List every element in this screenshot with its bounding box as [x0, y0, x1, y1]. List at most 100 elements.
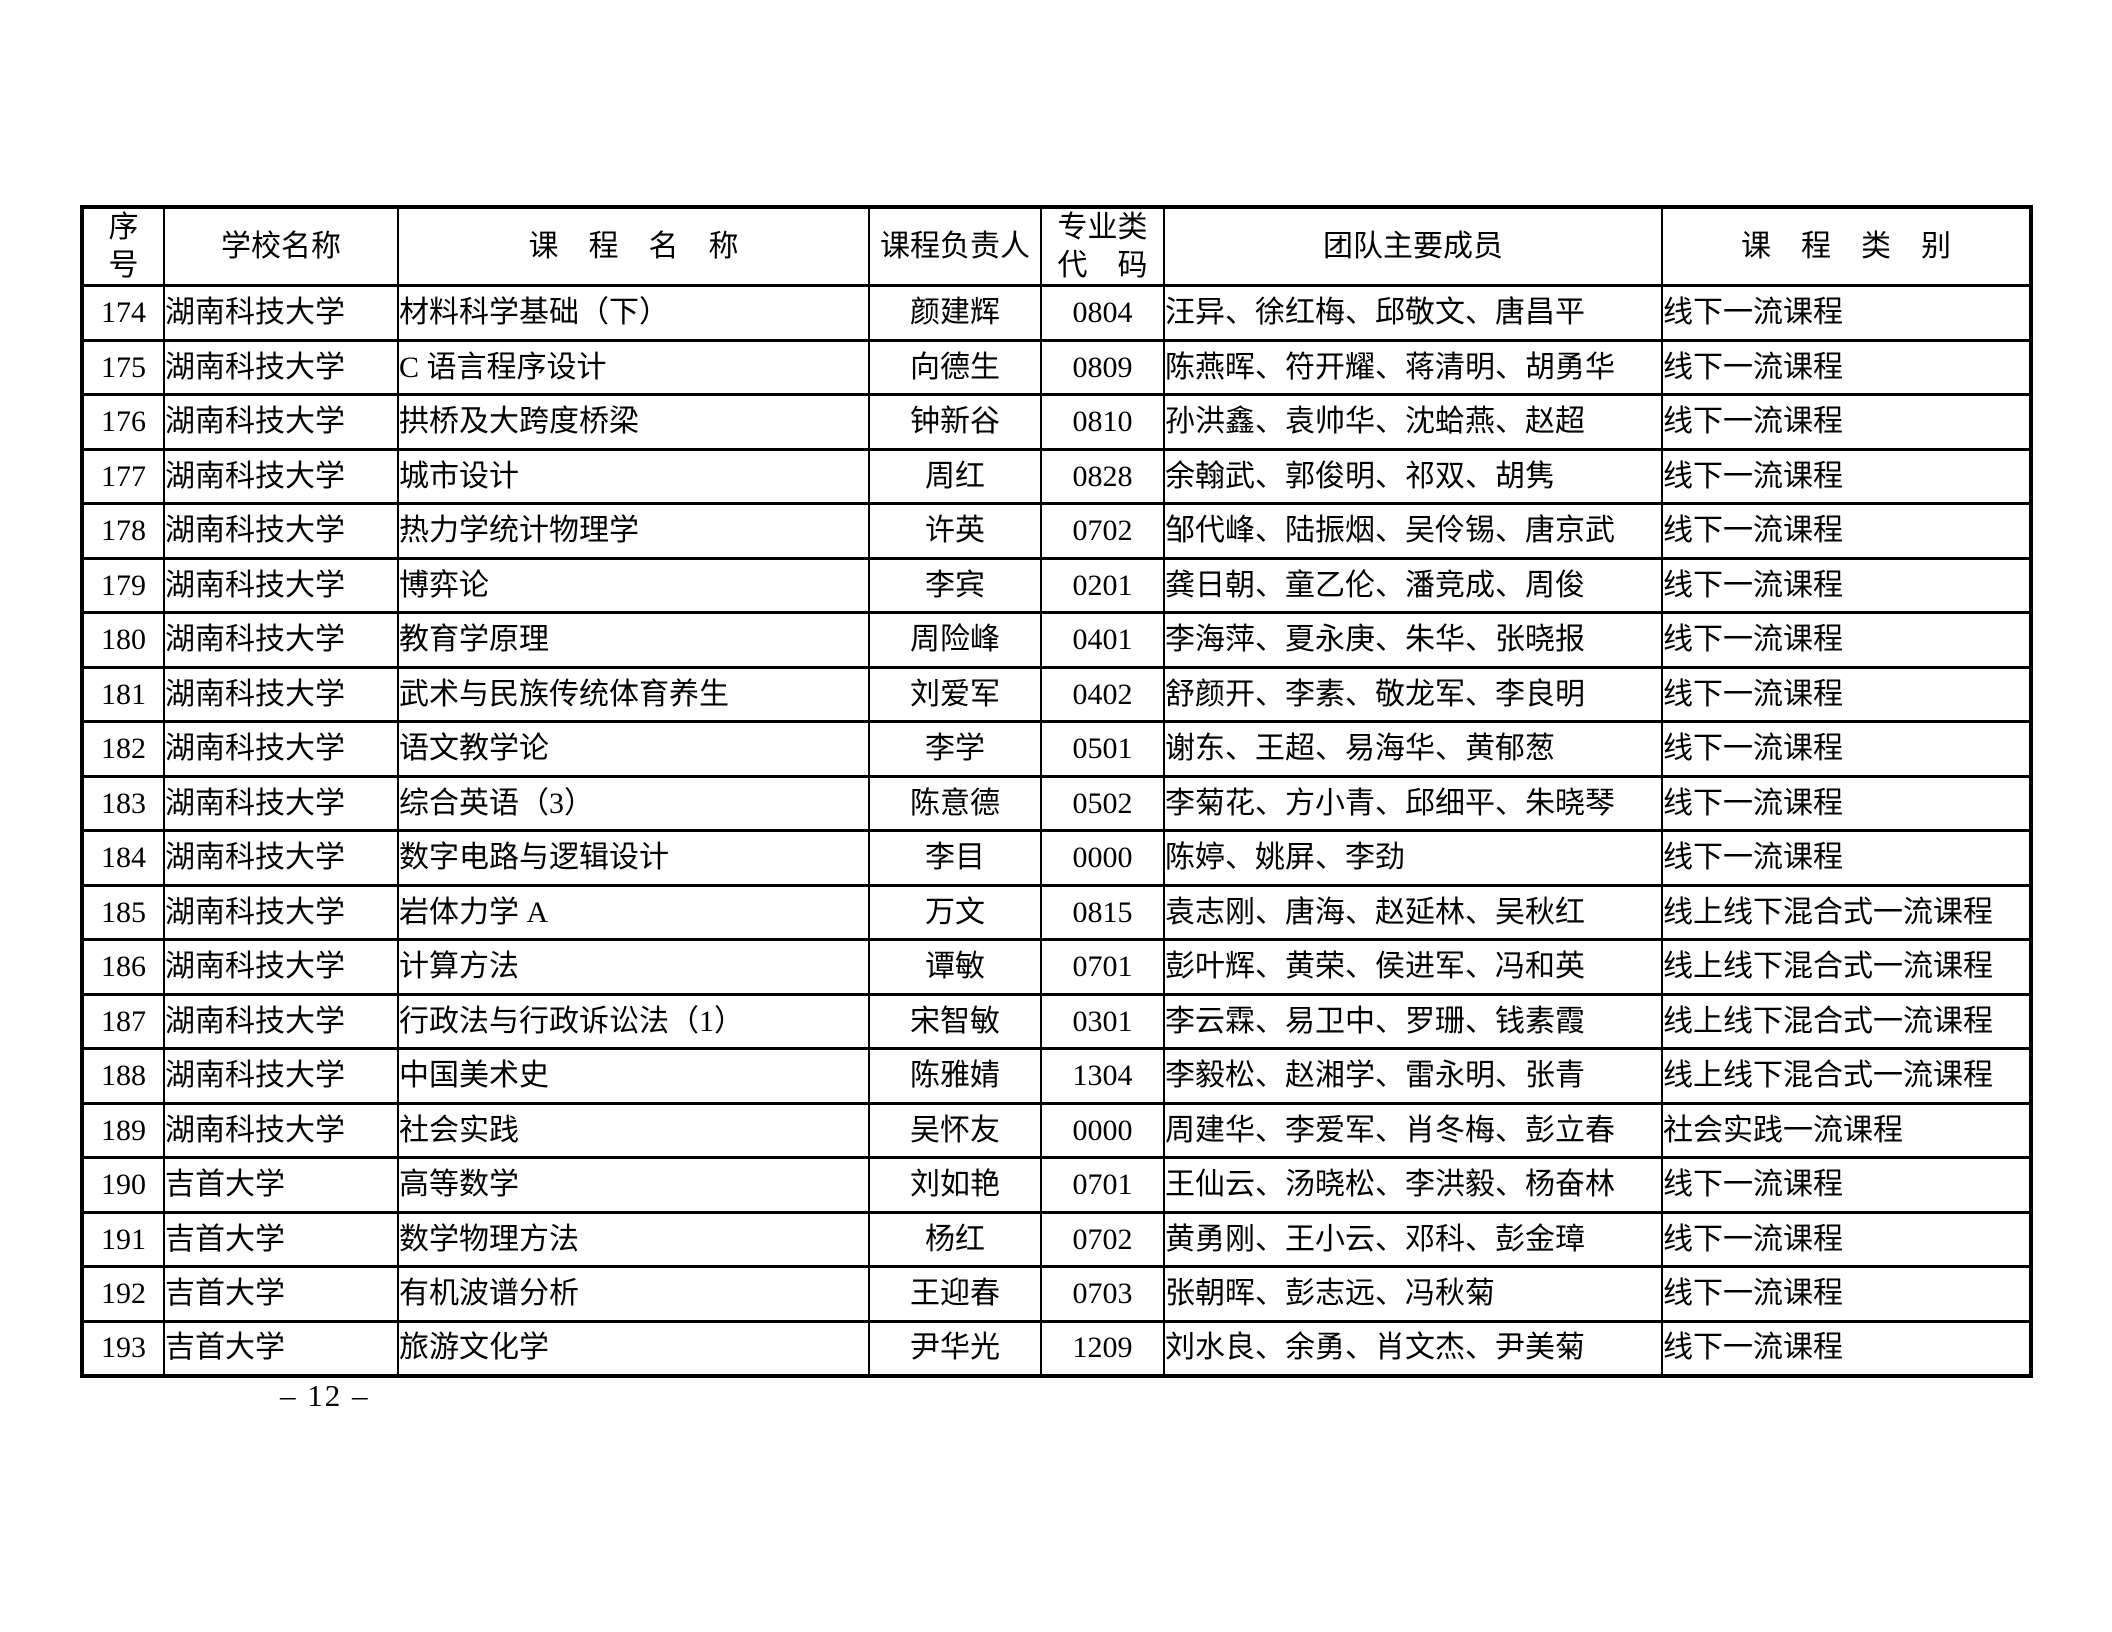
- cell-leader: 钟新谷: [868, 393, 1042, 451]
- cell-members: 邹代峰、陆振烟、吴伶锡、唐京武: [1163, 502, 1663, 560]
- cell-members: 李云霖、易卫中、罗珊、钱素霞: [1163, 992, 1663, 1050]
- table-row: 188 湖南科技大学 中国美术史 陈雅婧 1304 李毅松、赵湘学、雷永明、张青 线上线下混…: [81, 1047, 2032, 1105]
- cell-school: 湖南科技大学: [163, 1101, 399, 1159]
- cell-members: 汪异、徐红梅、邱敬文、唐昌平: [1163, 284, 1663, 342]
- cell-course: 材料科学基础（下）: [397, 284, 870, 342]
- column-header-leader: 课程负责人: [868, 205, 1042, 287]
- cell-course: 数学物理方法: [397, 1210, 870, 1268]
- cell-leader: 杨红: [868, 1210, 1042, 1268]
- cell-code: 0701: [1040, 1156, 1165, 1214]
- cell-school: 湖南科技大学: [163, 883, 399, 941]
- cell-course: 社会实践: [397, 1101, 870, 1159]
- cell-code: 0402: [1040, 665, 1165, 723]
- cell-category: 线下一流课程: [1661, 611, 2032, 669]
- cell-school: 湖南科技大学: [163, 720, 399, 778]
- cell-school: 湖南科技大学: [163, 1047, 399, 1105]
- cell-course: 高等数学: [397, 1156, 870, 1214]
- cell-leader: 刘如艳: [868, 1156, 1042, 1214]
- cell-leader: 李学: [868, 720, 1042, 778]
- cell-leader: 尹华光: [868, 1319, 1042, 1377]
- cell-no: 184: [81, 829, 165, 887]
- course-table: 序 号 学校名称 课 程 名 称 课程负责人 专业类 代 码 团队主要成员 课 …: [80, 205, 2033, 1378]
- cell-course: 武术与民族传统体育养生: [397, 665, 870, 723]
- cell-course: C 语言程序设计: [397, 338, 870, 396]
- cell-members: 李毅松、赵湘学、雷永明、张青: [1163, 1047, 1663, 1105]
- column-header-category: 课 程 类 别: [1661, 205, 2032, 287]
- cell-course: 综合英语（3）: [397, 774, 870, 832]
- cell-school: 湖南科技大学: [163, 611, 399, 669]
- cell-no: 181: [81, 665, 165, 723]
- table-header-row: 序 号 学校名称 课 程 名 称 课程负责人 专业类 代 码 团队主要成员 课 …: [81, 205, 2032, 287]
- cell-category: 线下一流课程: [1661, 338, 2032, 396]
- table-row: 187 湖南科技大学 行政法与行政诉讼法（1） 宋智敏 0301 李云霖、易卫中、罗珊、钱…: [81, 992, 2032, 1050]
- table-row: 177 湖南科技大学 城市设计 周红 0828 余翰武、郭俊明、祁双、胡隽 线下一流课程: [81, 447, 2032, 505]
- cell-course: 数字电路与逻辑设计: [397, 829, 870, 887]
- cell-code: 0702: [1040, 1210, 1165, 1268]
- cell-members: 黄勇刚、王小云、邓科、彭金璋: [1163, 1210, 1663, 1268]
- table-row: 175 湖南科技大学 C 语言程序设计 向德生 0809 陈燕晖、符开耀、蒋清明、胡勇华线…: [81, 338, 2032, 396]
- cell-leader: 万文: [868, 883, 1042, 941]
- cell-course: 城市设计: [397, 447, 870, 505]
- cell-school: 湖南科技大学: [163, 338, 399, 396]
- cell-school: 湖南科技大学: [163, 992, 399, 1050]
- cell-course: 行政法与行政诉讼法（1）: [397, 992, 870, 1050]
- cell-school: 湖南科技大学: [163, 665, 399, 723]
- cell-members: 王仙云、汤晓松、李洪毅、杨奋林: [1163, 1156, 1663, 1214]
- cell-no: 189: [81, 1101, 165, 1159]
- cell-course: 教育学原理: [397, 611, 870, 669]
- table-row: 174 湖南科技大学 材料科学基础（下） 颜建辉 0804 汪异、徐红梅、邱敬文、唐昌平线…: [81, 284, 2032, 342]
- table-row: 184 湖南科技大学 数字电路与逻辑设计 李目 0000 陈婷、姚屏、李劲 线下一流课程: [81, 829, 2032, 887]
- cell-category: 线上线下混合式一流课程: [1661, 1047, 2032, 1105]
- cell-members: 周建华、李爱军、肖冬梅、彭立春: [1163, 1101, 1663, 1159]
- cell-category: 线上线下混合式一流课程: [1661, 883, 2032, 941]
- cell-code: 1304: [1040, 1047, 1165, 1105]
- table-row: 193 吉首大学 旅游文化学 尹华光 1209 刘水良、余勇、肖文杰、尹美菊 线下一流课程: [81, 1319, 2032, 1377]
- cell-members: 彭叶辉、黄荣、侯进军、冯和英: [1163, 938, 1663, 996]
- cell-code: 0502: [1040, 774, 1165, 832]
- cell-category: 线下一流课程: [1661, 502, 2032, 560]
- cell-members: 李海萍、夏永庚、朱华、张晓报: [1163, 611, 1663, 669]
- cell-category: 线下一流课程: [1661, 1210, 2032, 1268]
- cell-leader: 周红: [868, 447, 1042, 505]
- table-row: 186 湖南科技大学 计算方法 谭敏 0701 彭叶辉、黄荣、侯进军、冯和英 线上线下混合式…: [81, 938, 2032, 996]
- table-body: 174 湖南科技大学 材料科学基础（下） 颜建辉 0804 汪异、徐红梅、邱敬文、唐昌平线…: [81, 284, 2032, 1377]
- cell-school: 湖南科技大学: [163, 938, 399, 996]
- cell-no: 188: [81, 1047, 165, 1105]
- table-row: 191 吉首大学 数学物理方法 杨红 0702 黄勇刚、王小云、邓科、彭金璋 线下一流课程: [81, 1210, 2032, 1268]
- table-row: 176 湖南科技大学 拱桥及大跨度桥梁 钟新谷 0810 孙洪鑫、袁帅华、沈蛤燕、赵超 线下…: [81, 393, 2032, 451]
- cell-leader: 谭敏: [868, 938, 1042, 996]
- table-row: 192 吉首大学 有机波谱分析 王迎春 0703 张朝晖、彭志远、冯秋菊 线下一流课程: [81, 1265, 2032, 1323]
- cell-members: 刘水良、余勇、肖文杰、尹美菊: [1163, 1319, 1663, 1377]
- cell-leader: 李目: [868, 829, 1042, 887]
- table-row: 183 湖南科技大学 综合英语（3） 陈意德 0502 李菊花、方小青、邱细平、朱晓琴 线下…: [81, 774, 2032, 832]
- cell-code: 0501: [1040, 720, 1165, 778]
- cell-members: 孙洪鑫、袁帅华、沈蛤燕、赵超: [1163, 393, 1663, 451]
- column-header-school: 学校名称: [163, 205, 399, 287]
- page-number: – 12 –: [280, 1378, 370, 1413]
- table-row: 185 湖南科技大学 岩体力学 A 万文 0815 袁志刚、唐海、赵延林、吴秋红 线上线下混…: [81, 883, 2032, 941]
- cell-leader: 许英: [868, 502, 1042, 560]
- table-row: 179 湖南科技大学 博弈论 李宾 0201 龚日朝、童乙伦、潘竞成、周俊 线下一流课程: [81, 556, 2032, 614]
- cell-no: 179: [81, 556, 165, 614]
- cell-no: 174: [81, 284, 165, 342]
- cell-members: 袁志刚、唐海、赵延林、吴秋红: [1163, 883, 1663, 941]
- cell-no: 192: [81, 1265, 165, 1323]
- cell-course: 拱桥及大跨度桥梁: [397, 393, 870, 451]
- cell-no: 175: [81, 338, 165, 396]
- column-header-members: 团队主要成员: [1163, 205, 1663, 287]
- cell-no: 190: [81, 1156, 165, 1214]
- cell-category: 线下一流课程: [1661, 284, 2032, 342]
- cell-no: 191: [81, 1210, 165, 1268]
- cell-leader: 向德生: [868, 338, 1042, 396]
- cell-school: 吉首大学: [163, 1156, 399, 1214]
- cell-school: 湖南科技大学: [163, 393, 399, 451]
- cell-school: 湖南科技大学: [163, 556, 399, 614]
- cell-members: 陈婷、姚屏、李劲: [1163, 829, 1663, 887]
- cell-category: 线下一流课程: [1661, 1319, 2032, 1377]
- column-header-course: 课 程 名 称: [397, 205, 870, 287]
- cell-no: 193: [81, 1319, 165, 1377]
- cell-code: 0701: [1040, 938, 1165, 996]
- cell-course: 语文教学论: [397, 720, 870, 778]
- cell-category: 线下一流课程: [1661, 720, 2032, 778]
- table-row: 181 湖南科技大学 武术与民族传统体育养生 刘爱军 0402 舒颜开、李素、敬龙军、李良…: [81, 665, 2032, 723]
